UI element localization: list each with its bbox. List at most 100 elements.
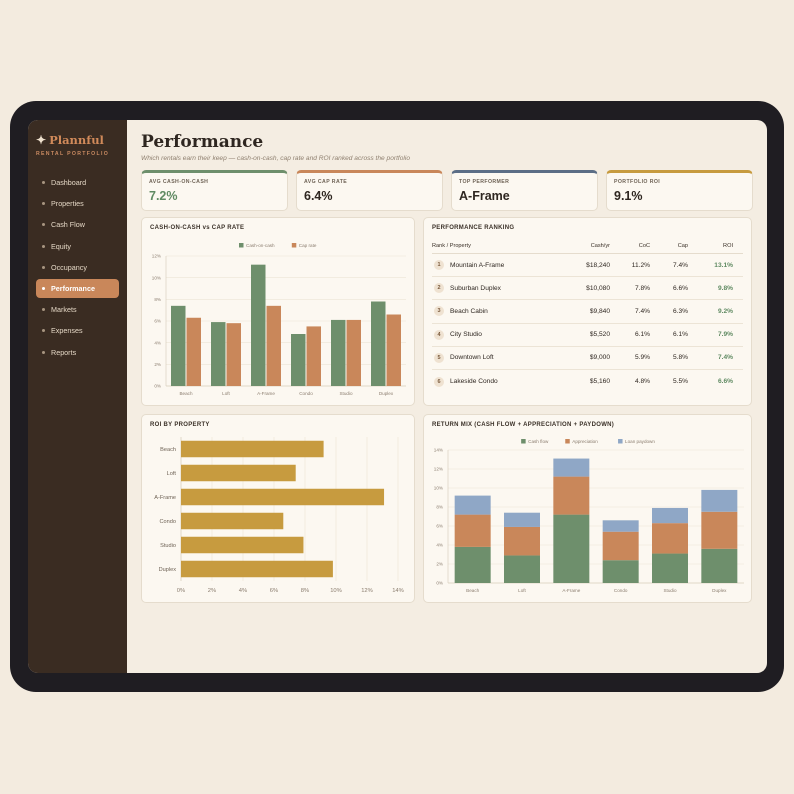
table-row[interactable]: 5 Downtown Loft $9,000 5.9% 5.8% 7.4%	[432, 347, 743, 370]
brand-name: Plannful	[49, 133, 104, 147]
cell-coc: 6.1%	[634, 331, 650, 339]
bar-cash-flow	[553, 514, 590, 583]
x-tick-label: 2%	[208, 588, 216, 594]
cell-cap: 7.4%	[672, 261, 688, 269]
sidebar-item-label: Reports	[51, 347, 77, 357]
sidebar: ✦ Plannful RENTAL PORTFOLIO Dashboard Pro…	[28, 120, 127, 673]
x-tick-label: Duplex	[379, 391, 394, 396]
col-cap: Cap	[677, 242, 688, 249]
roi-panel: ROI BY PROPERTY 0% 2% 4% 6% 8% 10% 12% 14% Beach…	[141, 414, 415, 603]
bar-appreciation	[602, 531, 639, 561]
sidebar-item-label: Expenses	[51, 326, 83, 336]
bar-appreciation	[553, 476, 590, 515]
legend-label: Appreciation	[572, 439, 598, 444]
brand-logo[interactable]: ✦ Plannful	[36, 133, 127, 147]
sidebar-item-performance[interactable]: Performance	[36, 278, 119, 298]
kpi-card: PORTFOLIO ROI 9.1%	[606, 170, 753, 211]
legend-swatch	[618, 439, 623, 444]
rank-badge: 6	[434, 376, 444, 387]
bar-cap-rate	[266, 305, 281, 386]
sidebar-item-reports[interactable]: Reports	[36, 343, 119, 362]
page-title: Performance	[141, 132, 264, 152]
bar-cash-on-cash	[211, 322, 226, 386]
sidebar-item-label: Cash Flow	[51, 220, 85, 230]
brand-subtitle: RENTAL PORTFOLIO	[36, 151, 110, 157]
table-row[interactable]: 3 Beach Cabin $9,840 7.4% 6.3% 9.2%	[432, 300, 743, 324]
sidebar-item-dashboard[interactable]: Dashboard	[36, 173, 119, 192]
panel-title: ROI BY PROPERTY	[150, 422, 210, 428]
ranking-rows: 1 Mountain A-Frame $18,240 11.2% 7.4% 13.1% 2 S…	[432, 254, 743, 393]
bar-roi	[181, 464, 296, 482]
sidebar-item-markets[interactable]: Markets	[36, 300, 119, 319]
sidebar-item-expenses[interactable]: Expenses	[36, 321, 119, 340]
cell-property: 6 Lakeside Condo	[432, 376, 560, 387]
legend-label: Cash flow	[528, 439, 549, 444]
col-cash: Cash/yr	[590, 242, 610, 249]
table-row[interactable]: 6 Lakeside Condo $5,160 4.8% 5.5% 6.6%	[432, 370, 743, 393]
kpi-value: 7.2%	[149, 189, 178, 203]
y-tick-label: 0%	[154, 384, 161, 389]
bar-cash-flow	[652, 553, 688, 583]
y-tick-label: 4%	[154, 340, 161, 345]
property-name: City Studio	[450, 331, 482, 339]
cell-cash: $9,840	[589, 307, 610, 315]
cell-coc: 7.4%	[634, 307, 650, 315]
bar-cash-on-cash	[371, 301, 386, 386]
kpi-card: AVG CASH-ON-CASH 7.2%	[141, 170, 288, 211]
ranking-header-row: Rank / Property Cash/yr CoC Cap ROI	[432, 238, 743, 254]
sparkle-icon: ✦	[36, 133, 47, 147]
bullet-icon	[42, 265, 45, 269]
cell-property: 2 Suburban Duplex	[432, 283, 560, 294]
y-tick-label: 2%	[154, 362, 161, 367]
rank-badge: 2	[434, 283, 444, 294]
sidebar-item-label: Occupancy	[51, 262, 87, 272]
cell-coc: 7.8%	[634, 284, 650, 292]
sidebar-item-equity[interactable]: Equity	[36, 237, 119, 256]
coc-cap-chart: Cash-on-cash Cap rate 0% 2% 4% 6% 8% 10% 12% Beac…	[152, 243, 406, 396]
y-tick-label: 2%	[436, 562, 443, 567]
bar-appreciation	[504, 526, 540, 556]
cell-property: 4 City Studio	[432, 329, 560, 340]
kpi-label: TOP PERFORMER	[459, 179, 510, 185]
bullet-icon	[42, 350, 45, 354]
legend-swatch	[565, 439, 570, 444]
cell-cap: 5.8%	[672, 354, 688, 362]
x-tick-label: Beach	[466, 588, 479, 593]
x-tick-label: 4%	[239, 588, 247, 594]
bullet-icon	[42, 329, 45, 333]
roi-chart: 0% 2% 4% 6% 8% 10% 12% 14% Beach Loft A-Frame Condo…	[154, 437, 404, 594]
bullet-icon	[42, 308, 45, 312]
table-row[interactable]: 1 Mountain A-Frame $18,240 11.2% 7.4% 13.1%	[432, 254, 743, 278]
cell-cash: $10,080	[586, 284, 610, 292]
sidebar-item-cash-flow[interactable]: Cash Flow	[36, 215, 119, 234]
property-name: Lakeside Condo	[450, 378, 498, 386]
x-tick-label: Studio	[339, 391, 352, 396]
y-tick-label: 12%	[434, 467, 443, 472]
kpi-label: AVG CAP RATE	[304, 179, 348, 185]
legend-swatch	[291, 243, 297, 248]
sidebar-item-properties[interactable]: Properties	[36, 194, 119, 213]
cell-roi: 13.1%	[714, 261, 733, 269]
app-screen: ✦ Plannful RENTAL PORTFOLIO Dashboard Pro…	[28, 120, 767, 673]
bar-appreciation	[701, 511, 738, 549]
x-tick-label: 6%	[270, 588, 278, 594]
x-tick-label: Duplex	[712, 588, 727, 593]
table-row[interactable]: 4 City Studio $5,520 6.1% 6.1% 7.9%	[432, 324, 743, 347]
bar-roi	[181, 560, 333, 578]
sidebar-item-label: Dashboard	[51, 178, 87, 187]
x-tick-label: 10%	[330, 588, 342, 594]
sidebar-item-occupancy[interactable]: Occupancy	[36, 258, 119, 277]
property-name: Suburban Duplex	[450, 284, 501, 292]
kpi-value: 6.4%	[304, 189, 333, 203]
cell-roi: 6.6%	[717, 378, 733, 386]
cell-coc: 5.9%	[634, 354, 650, 362]
bar-cash-on-cash	[251, 264, 266, 386]
y-tick-label: 10%	[434, 486, 443, 491]
bar-roi	[181, 512, 284, 530]
table-row[interactable]: 2 Suburban Duplex $10,080 7.8% 6.6% 9.8%	[432, 277, 743, 301]
x-tick-label: 8%	[301, 588, 309, 594]
y-tick-label: 8%	[154, 297, 161, 302]
kpi-label: AVG CASH-ON-CASH	[149, 179, 209, 185]
bar-roi	[181, 488, 385, 506]
cell-cash: $5,160	[589, 378, 610, 386]
